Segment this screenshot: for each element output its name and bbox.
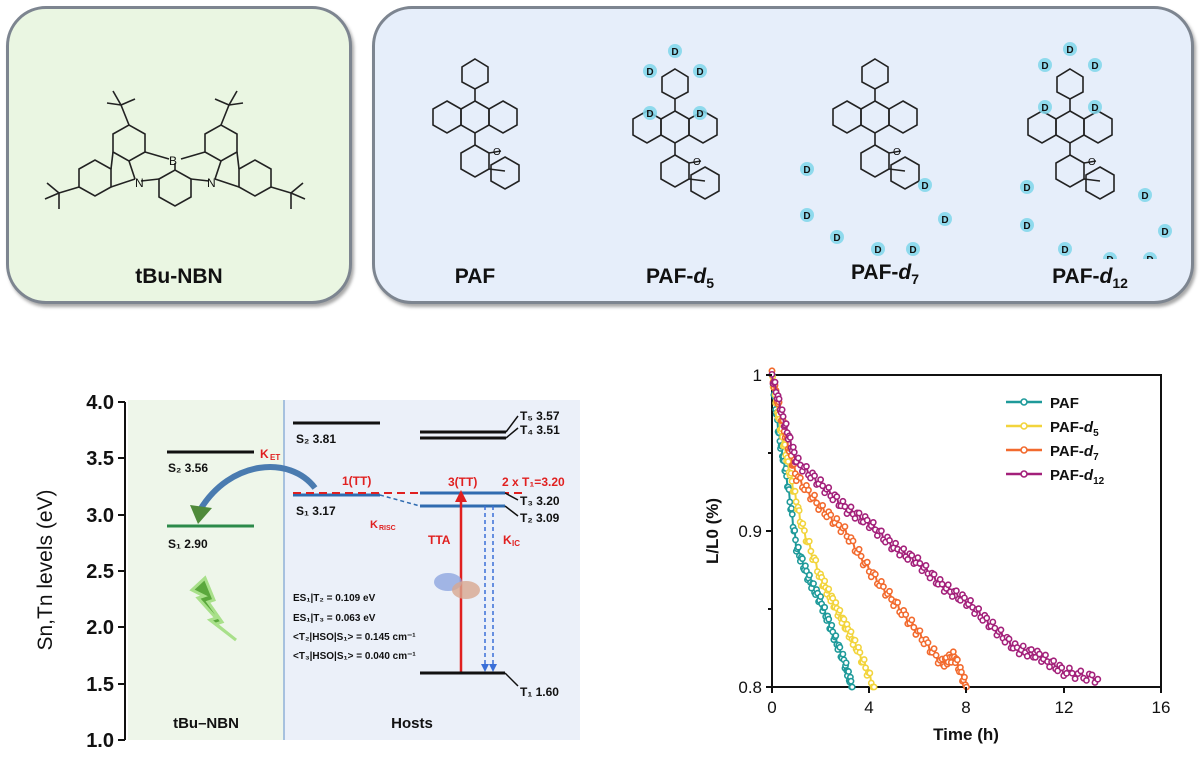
svg-text:D: D <box>1091 61 1098 72</box>
svg-text:Hosts: Hosts <box>391 715 433 732</box>
svg-text:D: D <box>909 245 916 256</box>
svg-text:2 x T₁=3.20: 2 x T₁=3.20 <box>502 475 565 489</box>
svg-text:D: D <box>803 211 810 222</box>
host-label-paf-d7: PAF-d7 <box>850 261 920 288</box>
svg-text:S₁ 3.17: S₁ 3.17 <box>296 504 336 518</box>
svg-text:D: D <box>941 215 948 226</box>
svg-text:3.5: 3.5 <box>86 448 114 470</box>
lifetime-chart: 1 0.9 0.8 0 4 8 12 16 Time (h) L/L0 (%) … <box>703 366 1171 744</box>
svg-text:K: K <box>503 533 512 547</box>
svg-text:O: O <box>493 147 501 158</box>
svg-text:4: 4 <box>864 698 873 717</box>
svg-text:0: 0 <box>767 698 776 717</box>
svg-text:3.0: 3.0 <box>86 505 114 527</box>
svg-text:8: 8 <box>961 698 970 717</box>
legend-label-0: PAF <box>1050 395 1079 412</box>
deuterium-labels-d5: D D D D D <box>643 44 707 120</box>
svg-text:T₅ 3.57: T₅ 3.57 <box>520 409 560 423</box>
svg-text:B: B <box>169 154 177 168</box>
svg-text:3(TT): 3(TT) <box>448 475 477 489</box>
svg-text:12: 12 <box>1055 698 1074 717</box>
svg-text:N: N <box>207 176 216 190</box>
svg-text:D: D <box>1041 61 1048 72</box>
emitter-structure-panel: B N N tBu-NBN <box>6 6 352 304</box>
tbu-nbn-structure-icon: B N N <box>44 90 306 209</box>
svg-text:T₂ 3.09: T₂ 3.09 <box>520 511 560 525</box>
svg-text:IC: IC <box>512 539 520 548</box>
svg-text:16: 16 <box>1152 698 1171 717</box>
svg-text:D: D <box>646 109 653 120</box>
svg-text:tBu–NBN: tBu–NBN <box>173 715 239 732</box>
svg-text:O: O <box>893 147 901 158</box>
svg-text:T₃ 3.20: T₃ 3.20 <box>520 494 560 508</box>
svg-text:D: D <box>1161 227 1168 238</box>
svg-text:2.5: 2.5 <box>86 561 114 583</box>
svg-text:O: O <box>693 157 701 168</box>
svg-text:0.9: 0.9 <box>738 522 762 541</box>
svg-text:D: D <box>1041 103 1048 114</box>
svg-text:ES₁|T₂ = 0.109 eV: ES₁|T₂ = 0.109 eV <box>293 593 376 604</box>
svg-text:L/L0 (%): L/L0 (%) <box>703 498 722 564</box>
energy-y-axis-label: Sn,Tn levels (eV) <box>34 489 57 650</box>
host-label-paf-d12: PAF-d12 <box>1052 265 1128 292</box>
svg-text:D: D <box>803 165 810 176</box>
svg-text:D: D <box>1106 255 1113 259</box>
svg-text:D: D <box>921 181 928 192</box>
svg-text:Time (h): Time (h) <box>933 725 999 744</box>
svg-text:<T₃|HSO|S₁> = 0.040 cm⁻¹: <T₃|HSO|S₁> = 0.040 cm⁻¹ <box>293 651 416 662</box>
legend-label-1: PAF-d5 <box>1050 419 1099 439</box>
host-label-paf-d5: PAF-d5 <box>645 265 715 292</box>
deuterium-labels-d7: D D D D D D D <box>800 162 952 256</box>
svg-text:D: D <box>646 67 653 78</box>
chart-legend: PAF PAF-d5 PAF-d7 PAF-d12 <box>1006 395 1105 487</box>
legend-label-3: PAF-d12 <box>1050 467 1105 487</box>
svg-text:K: K <box>370 519 378 531</box>
svg-text:D: D <box>1023 183 1030 194</box>
svg-text:K: K <box>260 447 269 461</box>
svg-text:T₁ 1.60: T₁ 1.60 <box>520 685 559 699</box>
svg-text:N: N <box>135 176 144 190</box>
svg-text:D: D <box>1023 221 1030 232</box>
svg-text:4.0: 4.0 <box>86 392 114 414</box>
svg-text:D: D <box>1141 191 1148 202</box>
svg-text:1.5: 1.5 <box>86 674 114 696</box>
host-structures-panel: O O O O D D D D D D D D D D D D D D D D … <box>372 6 1194 304</box>
host-label-paf: PAF <box>454 265 496 288</box>
svg-text:D: D <box>671 47 678 58</box>
svg-text:ES₁|T₃ = 0.063 eV: ES₁|T₃ = 0.063 eV <box>293 613 376 624</box>
svg-text:O: O <box>1088 157 1096 168</box>
svg-text:T₄ 3.51: T₄ 3.51 <box>520 423 560 437</box>
svg-text:RISC: RISC <box>379 525 396 532</box>
svg-text:D: D <box>696 67 703 78</box>
deuterium-labels-d12: D D D D D D D D D D D D <box>1020 42 1172 259</box>
svg-text:0.8: 0.8 <box>738 678 762 697</box>
svg-text:D: D <box>696 109 703 120</box>
svg-text:D: D <box>833 233 840 244</box>
svg-text:D: D <box>1146 255 1153 259</box>
svg-text:2.0: 2.0 <box>86 617 114 639</box>
svg-text:S₂ 3.56: S₂ 3.56 <box>168 461 208 475</box>
host-structures-icon: O O O O D D D D D D D D D D D D D D D D … <box>432 42 1172 259</box>
lightning-icon <box>189 575 237 642</box>
svg-text:1(TT): 1(TT) <box>342 474 371 488</box>
legend-label-2: PAF-d7 <box>1050 443 1099 463</box>
svg-text:D: D <box>874 245 881 256</box>
svg-text:S₁ 2.90: S₁ 2.90 <box>168 537 208 551</box>
svg-text:TTA: TTA <box>428 533 451 547</box>
chart-series-layer <box>768 367 1102 691</box>
svg-text:<T₂|HSO|S₁> = 0.145 cm⁻¹: <T₂|HSO|S₁> = 0.145 cm⁻¹ <box>293 632 416 643</box>
svg-text:D: D <box>1066 45 1073 56</box>
emitter-label: tBu-NBN <box>135 265 223 288</box>
svg-text:ET: ET <box>270 453 280 462</box>
svg-text:1.0: 1.0 <box>86 730 114 752</box>
svg-text:D: D <box>1061 245 1068 256</box>
svg-text:1: 1 <box>753 366 762 385</box>
energy-level-diagram: 4.0 3.5 3.0 2.5 2.0 1.5 1.0 Sn,Tn levels… <box>34 392 580 752</box>
svg-text:S₂ 3.81: S₂ 3.81 <box>296 432 336 446</box>
svg-text:D: D <box>1091 103 1098 114</box>
